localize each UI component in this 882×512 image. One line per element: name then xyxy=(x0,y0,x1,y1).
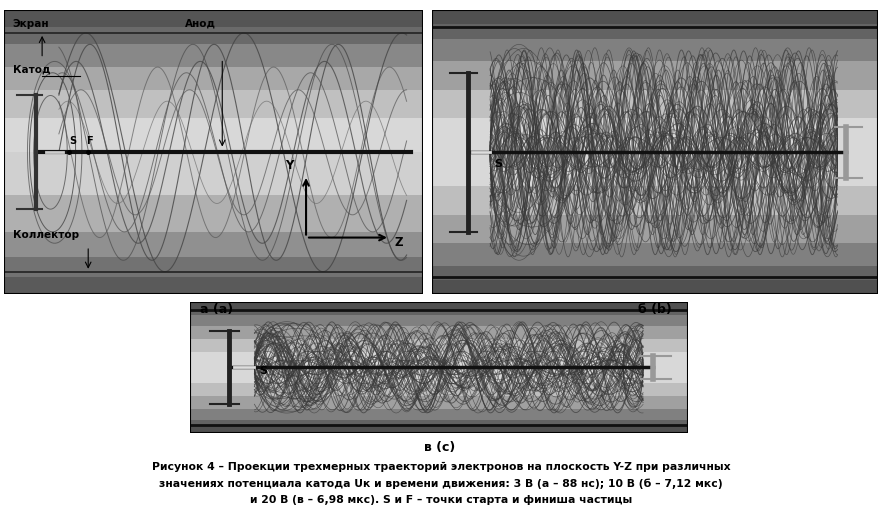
Text: Z: Z xyxy=(394,236,402,249)
Bar xyxy=(432,25,878,39)
Bar xyxy=(190,315,688,326)
Text: Катод: Катод xyxy=(12,65,50,75)
Bar xyxy=(432,61,878,90)
Bar xyxy=(432,90,878,118)
Bar xyxy=(432,153,878,186)
Text: F: F xyxy=(86,136,93,146)
Text: а (a): а (a) xyxy=(199,303,233,316)
Bar xyxy=(432,118,878,153)
Bar xyxy=(190,426,688,433)
Bar xyxy=(4,278,423,294)
Bar xyxy=(4,45,423,67)
Bar xyxy=(432,186,878,215)
Bar xyxy=(4,232,423,258)
Bar xyxy=(432,280,878,294)
Bar xyxy=(190,383,688,396)
Bar xyxy=(190,420,688,426)
Text: Y: Y xyxy=(285,159,294,173)
Text: Анод: Анод xyxy=(184,19,215,29)
Bar xyxy=(4,258,423,278)
Bar xyxy=(190,338,688,352)
Bar xyxy=(4,118,423,153)
Bar xyxy=(4,27,423,45)
Text: и 20 В (в – 6,98 мкс). S и F – точки старта и финиша частицы: и 20 В (в – 6,98 мкс). S и F – точки ста… xyxy=(250,495,632,505)
Text: S: S xyxy=(70,136,77,146)
Bar xyxy=(4,195,423,232)
Text: S: S xyxy=(495,159,503,168)
Text: б (b): б (b) xyxy=(638,303,671,316)
Bar xyxy=(432,266,878,280)
Bar xyxy=(432,39,878,61)
Text: Экран: Экран xyxy=(12,19,49,29)
Bar xyxy=(432,243,878,266)
Bar xyxy=(190,409,688,420)
Text: Коллектор: Коллектор xyxy=(12,229,78,240)
Bar xyxy=(190,368,688,383)
Bar xyxy=(432,10,878,25)
Bar xyxy=(190,396,688,409)
Text: значениях потенциала катода Uк и времени движения: 3 В (а – 88 нс); 10 В (б – 7,: значениях потенциала катода Uк и времени… xyxy=(159,478,723,489)
Bar xyxy=(190,309,688,315)
Bar xyxy=(4,90,423,118)
Bar xyxy=(190,352,688,368)
Bar xyxy=(190,326,688,338)
Bar xyxy=(4,153,423,195)
Bar xyxy=(4,10,423,27)
Text: S: S xyxy=(259,366,267,376)
Text: в (c): в (c) xyxy=(423,441,455,454)
Text: Рисунок 4 – Проекции трехмерных траекторий электронов на плоскость Y-Z при разли: Рисунок 4 – Проекции трехмерных траектор… xyxy=(152,462,730,472)
Bar xyxy=(190,302,688,309)
Bar xyxy=(4,67,423,90)
Bar xyxy=(432,215,878,243)
